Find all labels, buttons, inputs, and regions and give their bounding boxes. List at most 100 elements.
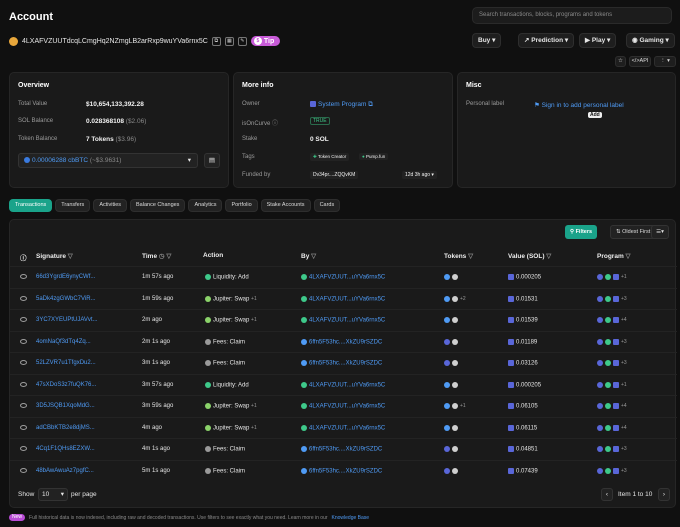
eye-icon[interactable] — [20, 381, 27, 387]
table-row[interactable]: 66d3YgrdE6ynyCWf... 1m 57s ago Liquidity… — [10, 266, 677, 287]
action-icon — [205, 446, 211, 452]
tokens-cell — [444, 381, 460, 389]
knowledge-base-link[interactable]: Knowledge Base — [331, 514, 370, 521]
program-icon — [613, 274, 619, 280]
search-input[interactable]: Search transactions, blocks, programs an… — [472, 7, 672, 24]
by-address-link[interactable]: 4LXAFVZUUT...uYVa6rnx5C — [301, 381, 385, 388]
signature-link[interactable]: adCBbKTB2e8djMS... — [36, 424, 95, 431]
page-title: Account — [9, 11, 53, 23]
by-address-link[interactable]: 4LXAFVZUUT...uYVa6rnx5C — [301, 295, 385, 302]
by-address-link[interactable]: 4LXAFVZUUT...uYVa6rnx5C — [301, 274, 385, 281]
owner-link[interactable]: System Program ⧉ — [310, 101, 373, 109]
play-button[interactable]: ▶ Play ▾ — [579, 33, 617, 48]
token-select[interactable]: 0.00006288 cbBTC (~$3.9631) ▾ — [18, 153, 198, 168]
tab-stake-accounts[interactable]: Stake Accounts — [260, 199, 311, 212]
token-icon — [444, 274, 450, 280]
by-address-link[interactable]: 4LXAFVZUUT...uYVa6rnx5C — [301, 403, 385, 410]
program-icon — [605, 467, 611, 474]
action-icon — [205, 317, 211, 323]
table-row[interactable]: adCBbKTB2e8djMS... 4m ago Jupiter: Swap … — [10, 416, 677, 438]
signature-link[interactable]: 3YC7XYEUPtUJAVvt... — [36, 317, 98, 323]
star-icon[interactable]: ☆ — [615, 56, 626, 67]
copy-icon[interactable]: ⧉ — [211, 36, 221, 46]
signature-link[interactable]: 5aDk4zgGWbC7ViR... — [36, 295, 96, 302]
portfolio-icon[interactable]: ▤ — [204, 153, 220, 168]
signature-link[interactable]: 52LZVR7u1TfgxDu2... — [36, 360, 96, 366]
table-row[interactable]: 3YC7XYEUPtUJAVvt... 2m ago Jupiter: Swap… — [10, 309, 677, 330]
eye-icon[interactable] — [20, 446, 27, 451]
funded-by-label: Funded by — [242, 172, 271, 178]
by-address-link[interactable]: 4LXAFVZUUT...uYVa6rnx5C — [301, 424, 385, 431]
sol-icon — [508, 446, 514, 452]
eye-icon[interactable] — [20, 403, 27, 408]
signature-link[interactable]: 3D5JSQB1XqoMdG... — [36, 403, 95, 409]
buy-button[interactable]: Buy ▾ — [472, 33, 502, 48]
table-row[interactable]: 48bAwAwuAz7pgfC... 5m 1s ago Fees: Claim… — [10, 459, 677, 481]
comment-icon[interactable]: ✎ — [237, 36, 247, 46]
tab-transfers[interactable]: Transfers — [55, 199, 91, 212]
action-icon — [205, 403, 211, 409]
pagination-label: Item 1 to 10 — [618, 491, 653, 498]
header-by: By ▽ — [301, 253, 317, 260]
columns-menu-button[interactable]: ☰▾ — [651, 225, 669, 239]
signature-link[interactable]: 4Cq1F1QHs8EZXW... — [36, 446, 95, 452]
sort-button[interactable]: ⇅ Oldest First — [610, 225, 657, 239]
tab-cards[interactable]: Cards — [313, 199, 341, 212]
table-row[interactable]: 47sXDoS3z7fuQK76... 3m 57s ago Liquidity… — [10, 373, 677, 395]
by-address-link[interactable]: 6ffn5F53hc....XkZU9rSZDC — [301, 338, 382, 345]
eye-icon[interactable] — [20, 338, 27, 344]
tab-activities[interactable]: Activities — [93, 199, 128, 212]
by-address-link[interactable]: 4LXAFVZUUT...uYVa6rnx5C — [301, 317, 385, 324]
action-icon — [205, 295, 211, 302]
program-cell: +3 — [597, 338, 627, 346]
page-size-select[interactable]: 10 ▾ — [38, 488, 68, 501]
api-button[interactable]: </>API — [629, 56, 651, 67]
table-row[interactable]: 4omNaQf3dTq4Zq... 2m 1s ago Fees: Claim … — [10, 330, 677, 352]
signature-link[interactable]: 4omNaQf3dTq4Zq... — [36, 338, 91, 345]
prediction-button[interactable]: ↗ Prediction ▾ — [518, 33, 575, 48]
tab-balance-changes[interactable]: Balance Changes — [130, 199, 186, 212]
time-cell: 3m 57s ago — [142, 381, 174, 388]
qr-code-icon[interactable]: ▦ — [224, 36, 234, 46]
table-row[interactable]: 52LZVR7u1TfgxDu2... 3m 1s ago Fees: Clai… — [10, 352, 677, 373]
wallet-icon — [301, 403, 307, 409]
eye-icon[interactable] — [20, 295, 27, 301]
by-address-link[interactable]: 6ffn5F53hc....XkZU9rSZDC — [301, 360, 382, 367]
by-address-link[interactable]: 6ffn5F53hc....XkZU9rSZDC — [301, 446, 382, 453]
tag-icon: ✚ — [313, 154, 317, 159]
prev-page-button[interactable]: ‹ — [601, 488, 613, 501]
program-icon — [605, 424, 611, 431]
tip-button[interactable]: $ Tip — [250, 36, 281, 46]
signature-link[interactable]: 66d3YgrdE6ynyCWf... — [36, 274, 96, 280]
total-value: $10,654,133,392.28 — [86, 101, 144, 108]
eye-icon[interactable] — [20, 360, 27, 365]
tab-transactions[interactable]: Transactions — [9, 199, 53, 212]
tag-icon: ⚑ — [534, 102, 540, 109]
table-row[interactable]: 3D5JSQB1XqoMdG... 3m 59s ago Jupiter: Sw… — [10, 395, 677, 416]
eye-icon[interactable] — [20, 467, 27, 473]
tab-portfolio[interactable]: Portfolio — [225, 199, 258, 212]
tag-pump-fun[interactable]: ● Pump.fun — [359, 153, 389, 160]
signature-link[interactable]: 47sXDoS3z7fuQK76... — [36, 381, 97, 388]
token-icon — [452, 403, 458, 409]
sign-in-link[interactable]: ⚑ Sign in to add personal label — [534, 102, 624, 109]
table-row[interactable]: 4Cq1F1QHs8EZXW... 4m 1s ago Fees: Claim … — [10, 438, 677, 459]
more-menu-button[interactable]: ⋮ ▾ — [654, 56, 676, 67]
wallet-icon — [301, 295, 307, 302]
next-page-button[interactable]: › — [658, 488, 670, 501]
value-cell: 0.000205 — [508, 274, 541, 281]
eye-icon[interactable] — [20, 317, 27, 322]
filters-button[interactable]: ⚲ Filters — [565, 225, 598, 239]
gaming-button[interactable]: ◉ Gaming ▾ — [626, 33, 675, 48]
by-address-link[interactable]: 6ffn5F53hc....XkZU9rSZDC — [301, 467, 382, 474]
eye-icon[interactable] — [20, 274, 27, 279]
table-row[interactable]: 5aDk4zgGWbC7ViR... 1m 59s ago Jupiter: S… — [10, 287, 677, 309]
eye-icon[interactable] — [20, 424, 27, 430]
tab-analytics[interactable]: Analytics — [188, 199, 223, 212]
tag-token-creator[interactable]: ✚ Token Creator — [310, 153, 350, 161]
signature-link[interactable]: 48bAwAwuAz7pgfC... — [36, 467, 94, 474]
program-icon — [605, 317, 611, 323]
tokens-cell — [444, 338, 460, 346]
funded-by-address[interactable]: Dv34pr....ZQQvKM — [310, 171, 359, 179]
transactions-table: ⚲ Filters ⇅ Oldest First ☰▾ ⓘ Signature … — [9, 219, 677, 508]
